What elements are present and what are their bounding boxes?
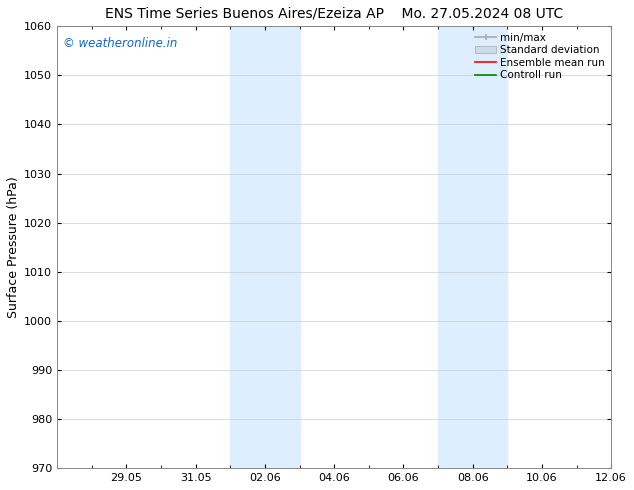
Y-axis label: Surface Pressure (hPa): Surface Pressure (hPa) (7, 176, 20, 318)
Title: ENS Time Series Buenos Aires/Ezeiza AP    Mo. 27.05.2024 08 UTC: ENS Time Series Buenos Aires/Ezeiza AP M… (105, 7, 563, 21)
Text: © weatheronline.in: © weatheronline.in (63, 37, 177, 50)
Bar (230, 26, 299, 468)
Legend: min/max, Standard deviation, Ensemble mean run, Controll run: min/max, Standard deviation, Ensemble me… (472, 29, 608, 83)
Bar (438, 26, 507, 468)
